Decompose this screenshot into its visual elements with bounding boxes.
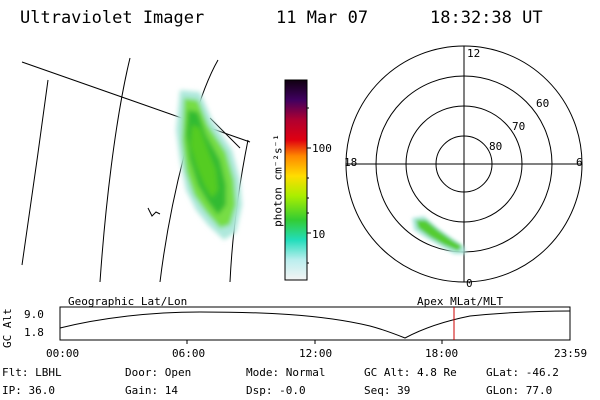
mlt-label-12: 12 — [467, 47, 481, 60]
instrument-title: Ultraviolet Imager — [20, 8, 205, 28]
date-label: 11 Mar 07 — [276, 8, 369, 28]
info-door: Door: Open — [125, 366, 192, 379]
orbit-xtick-0000: 00:00 — [46, 347, 80, 360]
orbit-ytick-1-8: 1.8 — [24, 326, 44, 339]
orbit-xtick-1200: 12:00 — [299, 347, 333, 360]
colorbar-label: photon cm⁻²s⁻¹ — [271, 134, 285, 227]
polar-grid — [345, 45, 583, 283]
orbit-xtick-2359: 23:59 — [554, 347, 588, 360]
info-seq: Seq: 39 — [364, 384, 411, 397]
mlt-label-6: 6 — [576, 156, 583, 169]
mlt-label-18: 18 — [344, 156, 358, 169]
info-dsp: Dsp: -0.0 — [246, 384, 306, 397]
orbit-altitude-curve — [59, 310, 571, 339]
info-glat: GLat: -46.2 — [486, 366, 559, 379]
apex-label: Apex MLat/MLT — [417, 295, 504, 308]
orbit-ytick-9: 9.0 — [24, 308, 44, 321]
colorbar — [284, 79, 311, 281]
time-label: 18:32:38 UT — [430, 8, 543, 28]
polar-plot — [345, 45, 583, 283]
lat-label-70: 70 — [512, 120, 526, 133]
colorbar-tick-100: 100 — [312, 142, 332, 155]
colorbar-tick-10: 10 — [312, 228, 326, 241]
info-filter: Flt: LBHL — [2, 366, 62, 379]
geographic-aurora — [176, 90, 242, 240]
orbit-xtick-0600: 06:00 — [172, 347, 206, 360]
info-gain: Gain: 14 — [125, 384, 178, 397]
polar-aurora — [412, 216, 466, 254]
info-gc-alt: GC Alt: 4.8 Re — [364, 366, 457, 379]
mlt-label-0: 0 — [466, 277, 473, 290]
info-glon: GLon: 77.0 — [486, 384, 553, 397]
geographic-image — [21, 57, 251, 283]
orbit-xtick-1800: 18:00 — [425, 347, 459, 360]
sun-direction-marker — [147, 207, 161, 217]
orbit-altitude-plot — [59, 306, 571, 344]
lat-label-60: 60 — [536, 97, 550, 110]
info-ip: IP: 36.0 — [2, 384, 55, 397]
info-mode: Mode: Normal — [246, 366, 326, 379]
lat-label-80: 80 — [489, 140, 503, 153]
geographic-label: Geographic Lat/Lon — [68, 295, 188, 308]
